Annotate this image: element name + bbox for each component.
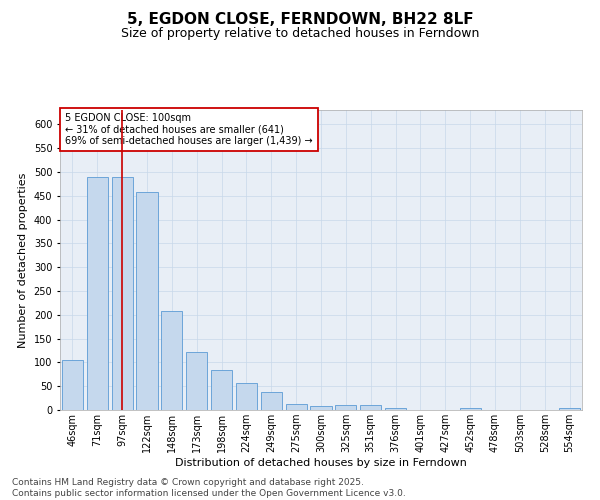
Bar [385,408,406,410]
Bar [310,406,332,410]
Bar [360,405,381,410]
Text: 5 EGDON CLOSE: 100sqm
← 31% of detached houses are smaller (641)
69% of semi-det: 5 EGDON CLOSE: 100sqm ← 31% of detached … [65,113,313,146]
Bar [87,176,108,410]
X-axis label: Distribution of detached houses by size in Ferndown: Distribution of detached houses by size … [175,458,467,468]
Bar [136,192,158,410]
Bar [62,360,83,410]
Text: Size of property relative to detached houses in Ferndown: Size of property relative to detached ho… [121,28,479,40]
Bar [161,312,182,410]
Bar [559,408,580,410]
Bar [460,408,481,410]
Bar [211,370,232,410]
Text: 5, EGDON CLOSE, FERNDOWN, BH22 8LF: 5, EGDON CLOSE, FERNDOWN, BH22 8LF [127,12,473,28]
Bar [236,383,257,410]
Bar [286,404,307,410]
Y-axis label: Number of detached properties: Number of detached properties [18,172,28,348]
Bar [186,352,207,410]
Bar [261,392,282,410]
Bar [112,176,133,410]
Bar [335,405,356,410]
Text: Contains HM Land Registry data © Crown copyright and database right 2025.
Contai: Contains HM Land Registry data © Crown c… [12,478,406,498]
